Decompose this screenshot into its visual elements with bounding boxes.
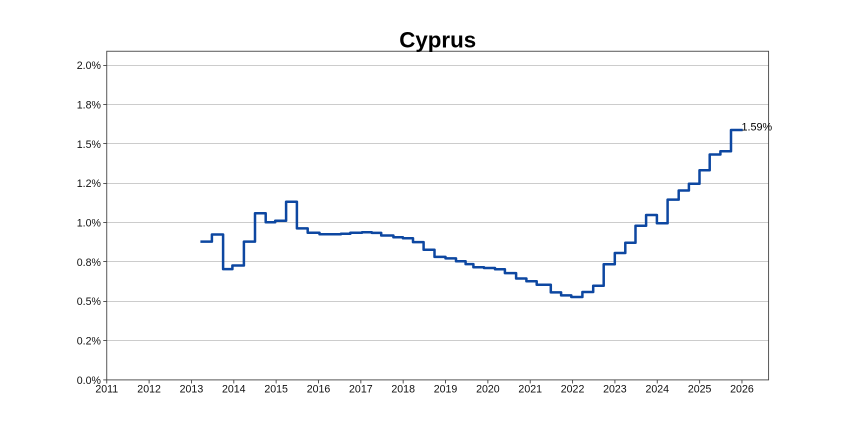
svg-text:2022: 2022 [561,383,585,395]
svg-text:1.0%: 1.0% [77,218,102,230]
svg-text:2017: 2017 [349,383,373,395]
svg-text:2015: 2015 [264,383,288,395]
svg-text:2016: 2016 [307,383,331,395]
svg-text:2025: 2025 [688,383,712,395]
svg-text:2026: 2026 [730,383,754,395]
svg-text:2012: 2012 [137,383,161,395]
svg-text:2.0%: 2.0% [77,60,102,72]
svg-text:0.8%: 0.8% [77,257,102,269]
svg-text:2024: 2024 [645,383,669,395]
svg-text:0.0%: 0.0% [77,375,102,387]
svg-text:1.8%: 1.8% [77,100,102,112]
svg-text:2021: 2021 [518,383,542,395]
svg-text:2019: 2019 [434,383,458,395]
svg-text:2011: 2011 [95,383,118,395]
svg-text:2013: 2013 [180,383,204,395]
svg-text:Cyprus: Cyprus [399,28,476,53]
svg-text:0.2%: 0.2% [77,336,102,348]
svg-text:1.5%: 1.5% [77,139,102,151]
svg-text:2018: 2018 [391,383,415,395]
svg-text:2020: 2020 [476,383,500,395]
svg-text:2023: 2023 [603,383,627,395]
svg-text:0.5%: 0.5% [77,296,102,308]
svg-text:1.2%: 1.2% [77,178,102,190]
svg-text:1.59%: 1.59% [742,122,773,134]
svg-text:2014: 2014 [222,383,246,395]
